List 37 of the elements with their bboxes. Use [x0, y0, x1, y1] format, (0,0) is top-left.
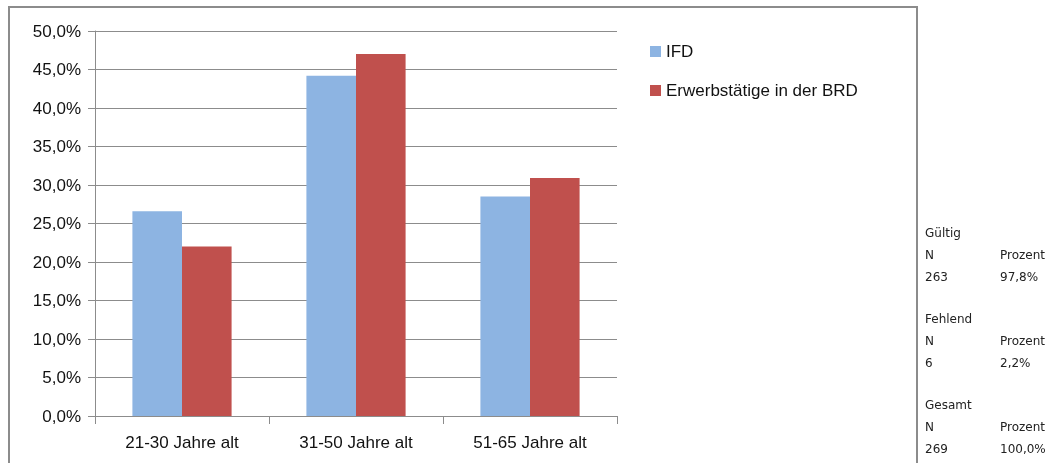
text: Prozent	[1000, 420, 1046, 434]
text: 263	[925, 270, 948, 284]
text: 2,2%	[1000, 356, 1031, 370]
y-tick-label: 0,0%	[42, 406, 81, 426]
legend-label: Erwerbstätige in der BRD	[666, 81, 858, 100]
text: Fehlend	[925, 312, 973, 326]
text: Gültig	[925, 226, 961, 240]
x-tick-label: 31-50 Jahre alt	[299, 433, 413, 452]
y-tick-label: 10,0%	[32, 329, 81, 349]
y-tick-label: 15,0%	[32, 291, 81, 310]
text: 6	[925, 356, 933, 370]
bar	[530, 178, 580, 416]
bar	[182, 246, 232, 416]
y-tick-label: 20,0%	[32, 252, 81, 272]
text: Gesamt	[925, 398, 972, 412]
text: N	[925, 420, 934, 434]
text: 97,8%	[1000, 270, 1039, 284]
x-tick-label: 21-30 Jahre alt	[125, 433, 239, 452]
legend-label: IFD	[666, 42, 694, 61]
text: 269	[925, 442, 948, 456]
text: 100,0%	[1000, 442, 1046, 456]
text: Prozent	[1000, 248, 1046, 262]
y-tick-label: 35,0%	[32, 137, 81, 156]
y-tick-label: 50,0%	[32, 21, 81, 41]
y-tick-label: 45,0%	[32, 60, 81, 79]
text: N	[925, 334, 934, 348]
bar	[306, 75, 356, 416]
bar	[132, 211, 182, 416]
bar	[480, 196, 530, 416]
text: N	[925, 248, 934, 262]
text: Prozent	[1000, 334, 1046, 348]
y-tick-label: 40,0%	[32, 98, 81, 118]
bar	[356, 54, 406, 416]
y-tick-label: 30,0%	[32, 175, 81, 195]
y-tick-label: 5,0%	[42, 368, 81, 387]
y-tick-label: 25,0%	[32, 214, 81, 233]
x-tick-label: 51-65 Jahre alt	[473, 433, 587, 452]
